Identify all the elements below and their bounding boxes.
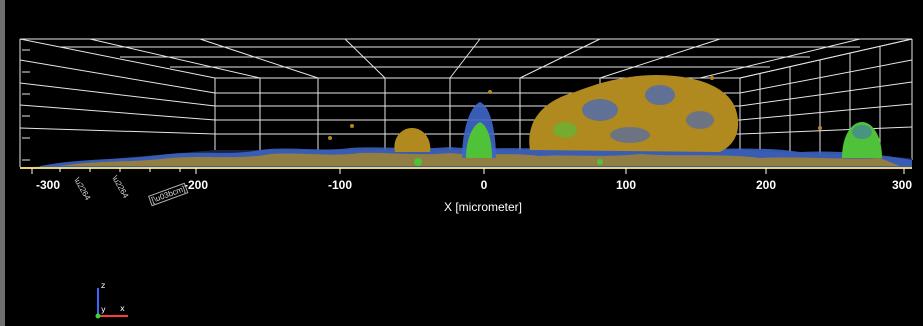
- x-tick-label: -100: [327, 178, 353, 192]
- x-tick-label: 0: [480, 178, 488, 192]
- x-tick-label: -300: [35, 178, 61, 192]
- orientation-gizmo: z y x: [88, 280, 138, 324]
- x-tick-label: 100: [615, 178, 637, 192]
- cell-surfaces: [328, 74, 882, 166]
- x-tick-label: 200: [755, 178, 777, 192]
- x-axis-ruler: [31, 168, 905, 174]
- gizmo-y-label: y: [101, 305, 106, 314]
- gizmo-z-label: z: [101, 281, 106, 290]
- window-edge: [0, 0, 5, 326]
- gizmo-x-label: x: [120, 304, 125, 313]
- x-tick-label: -200: [183, 178, 209, 192]
- x-axis-title: X [micrometer]: [443, 200, 523, 214]
- y-axis-dot: [95, 313, 101, 319]
- x-tick-label: 300: [891, 178, 913, 192]
